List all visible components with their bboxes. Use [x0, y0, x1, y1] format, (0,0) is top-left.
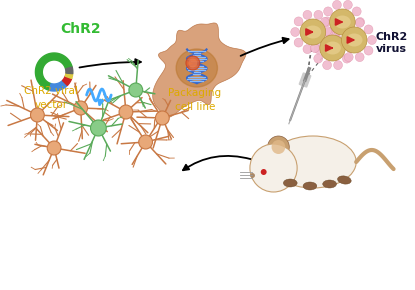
Circle shape — [323, 17, 332, 26]
Ellipse shape — [270, 136, 356, 188]
Text: ChR2 viral
vector: ChR2 viral vector — [24, 86, 78, 110]
Circle shape — [323, 38, 332, 47]
Circle shape — [344, 35, 352, 44]
Circle shape — [344, 18, 353, 27]
Ellipse shape — [303, 182, 317, 190]
Circle shape — [335, 25, 344, 34]
Circle shape — [356, 17, 364, 26]
Circle shape — [303, 45, 312, 54]
Circle shape — [326, 28, 335, 37]
Polygon shape — [299, 73, 311, 87]
Polygon shape — [66, 67, 73, 74]
Circle shape — [344, 52, 353, 61]
Circle shape — [320, 35, 345, 61]
Circle shape — [324, 7, 332, 16]
Circle shape — [303, 10, 312, 19]
Circle shape — [186, 56, 200, 70]
Circle shape — [314, 10, 323, 19]
Ellipse shape — [324, 41, 341, 55]
Polygon shape — [65, 73, 73, 79]
Circle shape — [294, 17, 303, 26]
Circle shape — [334, 26, 342, 35]
Ellipse shape — [305, 26, 321, 39]
Circle shape — [261, 169, 267, 175]
Ellipse shape — [337, 176, 351, 184]
Circle shape — [342, 54, 352, 63]
Circle shape — [330, 9, 355, 35]
Circle shape — [294, 38, 303, 47]
Circle shape — [314, 54, 323, 63]
Circle shape — [352, 28, 361, 37]
Circle shape — [300, 19, 326, 45]
Circle shape — [332, 0, 342, 9]
Circle shape — [342, 33, 352, 42]
Circle shape — [188, 59, 197, 68]
Text: ChR2: ChR2 — [60, 22, 101, 36]
Circle shape — [30, 108, 44, 122]
Ellipse shape — [176, 49, 217, 87]
Circle shape — [156, 111, 169, 125]
Circle shape — [320, 17, 329, 26]
Ellipse shape — [346, 34, 363, 46]
Text: ChR2
virus: ChR2 virus — [376, 32, 408, 54]
Circle shape — [90, 120, 106, 136]
Circle shape — [368, 35, 376, 44]
Circle shape — [268, 136, 289, 158]
Polygon shape — [35, 53, 72, 90]
Circle shape — [323, 61, 332, 70]
Circle shape — [346, 44, 355, 52]
Circle shape — [332, 35, 342, 44]
Circle shape — [271, 140, 286, 154]
Ellipse shape — [334, 15, 351, 28]
Polygon shape — [153, 23, 246, 118]
Text: Packaging
cell line: Packaging cell line — [168, 88, 221, 112]
Circle shape — [310, 44, 319, 52]
Circle shape — [314, 33, 323, 42]
Circle shape — [344, 0, 352, 9]
Circle shape — [335, 46, 344, 55]
Circle shape — [334, 61, 342, 70]
Circle shape — [74, 101, 88, 115]
Circle shape — [342, 27, 367, 53]
Circle shape — [323, 26, 332, 35]
Circle shape — [355, 18, 364, 27]
Circle shape — [47, 141, 61, 155]
Circle shape — [324, 28, 332, 37]
Ellipse shape — [323, 180, 337, 188]
Polygon shape — [63, 76, 72, 86]
Circle shape — [250, 144, 297, 192]
Circle shape — [139, 135, 152, 149]
Circle shape — [119, 105, 133, 119]
Circle shape — [352, 7, 361, 16]
Polygon shape — [49, 81, 67, 91]
Circle shape — [364, 25, 373, 34]
Ellipse shape — [283, 179, 297, 187]
Circle shape — [332, 35, 341, 44]
Circle shape — [355, 52, 364, 61]
Circle shape — [314, 45, 323, 54]
Circle shape — [129, 83, 143, 97]
Circle shape — [364, 46, 373, 55]
Circle shape — [291, 28, 300, 37]
